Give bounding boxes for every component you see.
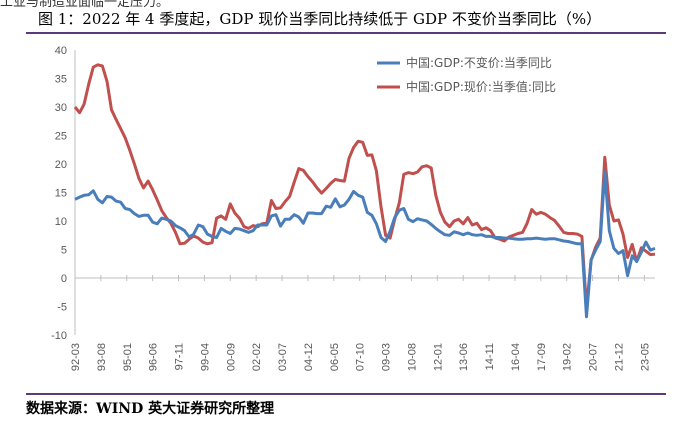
y-tick-label: 5 [61, 245, 67, 257]
x-tick-label: 92-03 [70, 343, 82, 371]
legend-label-1: 中国:GDP:现价:当季值:同比 [406, 79, 556, 94]
x-tick-label: 19-02 [562, 343, 574, 371]
x-tick-label: 03-07 [277, 343, 289, 371]
x-tick-label: 17-09 [536, 343, 548, 371]
x-tick-label: 16-04 [510, 343, 522, 371]
y-tick-label: 15 [55, 188, 67, 200]
x-tick-label: 96-06 [148, 343, 160, 371]
source-note: 数据来源：WIND 英大证券研究所整理 [26, 401, 275, 417]
y-tick-label: 10 [55, 216, 67, 228]
legend-label-0: 中国:GDP:不变价:当季同比 [406, 55, 552, 70]
y-tick-label: 40 [55, 45, 67, 57]
x-tick-label: 00-09 [225, 343, 237, 371]
x-tick-label: 99-04 [199, 343, 211, 371]
y-tick-label: -5 [57, 302, 67, 314]
series-line-1 [73, 63, 656, 310]
x-tick-label: 02-02 [251, 343, 263, 371]
y-tick-label: -10 [51, 330, 67, 342]
x-tick-label: 12-01 [432, 343, 444, 371]
x-tick-label: 09-03 [381, 343, 393, 371]
figure-title: 图 1：2022 年 4 季度起，GDP 现价当季同比持续低于 GDP 不变价当… [38, 10, 602, 28]
series-line-0 [74, 169, 656, 319]
x-tick-label: 95-01 [122, 343, 134, 371]
x-tick-label: 23-05 [639, 343, 651, 371]
x-tick-label: 14-11 [484, 343, 496, 370]
y-tick-label: 0 [61, 273, 67, 285]
bottom-rule [26, 393, 666, 395]
x-tick-label: 20-07 [588, 343, 600, 371]
x-tick-label: 04-12 [303, 343, 315, 371]
chart-axes: -10 -5 0 5 10 15 20 25 30 35 40 92-03 93-08 95-01 96-0… [51, 45, 655, 371]
y-tick-label: 20 [55, 159, 67, 171]
y-tick-label: 35 [55, 74, 67, 86]
series-layer [73, 63, 656, 319]
title-rule [26, 32, 666, 34]
x-tick-label: 93-08 [96, 343, 108, 371]
y-tick-label: 25 [55, 131, 67, 143]
top-text-fragment: 工业与制造业面临一定压力。 [0, 0, 170, 10]
x-tick-label: 13-06 [458, 343, 470, 371]
x-tick-label: 10-08 [406, 343, 418, 371]
x-tick-label: 07-10 [355, 343, 367, 371]
x-tick-label: 21-12 [613, 343, 625, 371]
x-tick-label: 06-05 [329, 343, 341, 371]
y-tick-label: 30 [55, 102, 67, 114]
x-tick-label: 97-11 [174, 343, 186, 370]
